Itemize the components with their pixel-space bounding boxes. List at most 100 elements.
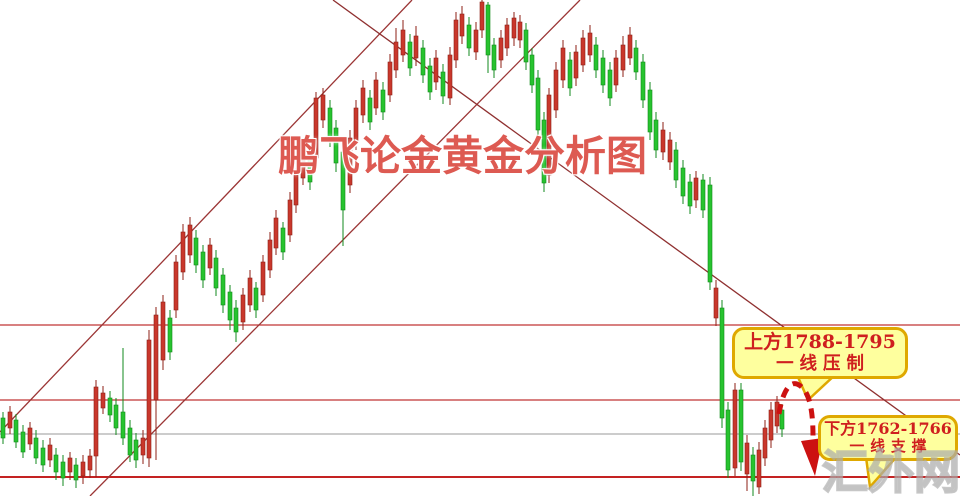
candle-body	[87, 455, 93, 471]
candle-body	[327, 107, 333, 139]
candle-body	[360, 87, 366, 116]
candle-body	[535, 77, 541, 131]
candle-body	[407, 41, 413, 69]
candle-body	[213, 257, 219, 289]
candle-body	[700, 179, 706, 211]
candle-body	[593, 44, 599, 71]
candle-body	[320, 94, 326, 121]
candle-body	[504, 24, 510, 49]
candle-body	[67, 457, 73, 473]
candle-body	[233, 307, 239, 333]
candle-body	[353, 107, 359, 143]
candle-body	[93, 386, 99, 457]
candle-body	[627, 34, 633, 59]
site-watermark: 汇外网	[821, 444, 960, 496]
candle-body	[413, 35, 419, 59]
candle-body	[27, 427, 33, 445]
candle-body	[553, 69, 559, 111]
candle-body	[693, 177, 699, 201]
candle-body	[373, 79, 379, 109]
projection-arrow-head	[801, 438, 823, 476]
candle-body	[180, 231, 186, 273]
resistance-annotation: 上方1788-1795 一线压制	[732, 327, 908, 379]
candle-body	[193, 237, 199, 266]
candle-body	[541, 119, 547, 184]
candle-body	[367, 97, 373, 123]
resistance-line1: 上方1788-1795	[744, 331, 896, 354]
candle-body	[459, 13, 465, 37]
candle-body	[511, 17, 517, 39]
candle-body	[7, 411, 13, 429]
candle-body	[307, 157, 313, 183]
candle-body	[491, 44, 497, 71]
candle-body	[280, 227, 286, 253]
candle-body	[227, 291, 233, 321]
candle-body	[613, 57, 619, 86]
candle-body	[146, 339, 152, 459]
candle-body	[523, 29, 529, 63]
candle-body	[620, 44, 626, 71]
candle-body	[750, 454, 756, 482]
candle-body	[680, 167, 686, 197]
candle-body	[313, 97, 319, 159]
candle-body	[453, 19, 459, 61]
candle-body	[253, 287, 259, 311]
candle-body	[600, 57, 606, 86]
candle-body	[120, 411, 126, 439]
support-line2: 一线支撑	[849, 437, 933, 455]
candle-body	[287, 199, 293, 236]
candle-body	[20, 431, 26, 453]
candle-body	[673, 149, 679, 181]
candle-body	[293, 174, 299, 206]
candle-body	[153, 314, 159, 401]
candle-body	[447, 54, 453, 99]
candle-body	[479, 1, 485, 31]
candle-body	[0, 417, 6, 439]
chart-title-watermark: 鹏飞论金黄金分析图	[278, 132, 647, 180]
candle-body	[640, 61, 646, 101]
candle-body	[546, 94, 552, 176]
candle-body	[473, 29, 479, 53]
trend-line	[0, 0, 413, 433]
candle-body	[207, 244, 213, 269]
candle-body	[200, 251, 206, 281]
candle-body	[33, 437, 39, 459]
candle-body	[529, 54, 535, 86]
candle-body	[433, 57, 439, 83]
candle-body	[713, 287, 719, 319]
candle-body	[756, 449, 762, 488]
candle-body	[393, 41, 399, 71]
candle-body	[127, 427, 133, 456]
candle-body	[247, 277, 253, 306]
candle-body	[267, 239, 273, 271]
support-annotation: 下方1762-1766 一线支撑	[818, 415, 958, 461]
candle-body	[187, 224, 193, 256]
candle-body	[240, 294, 246, 323]
candle-body	[427, 65, 433, 93]
candle-body	[107, 397, 113, 416]
candle-body	[347, 137, 353, 186]
candle-body	[725, 409, 731, 471]
candle-body	[80, 461, 86, 477]
candle-body	[762, 427, 768, 459]
candle-body	[340, 151, 346, 211]
candle-body	[47, 444, 53, 461]
candle-body	[333, 127, 339, 164]
candle-body	[633, 47, 639, 73]
candle-body	[140, 437, 146, 456]
candle-body	[517, 21, 523, 41]
candle-body	[440, 71, 446, 97]
candle-body	[653, 119, 659, 151]
candle-body	[567, 59, 573, 89]
candle-body	[560, 47, 566, 81]
candle-body	[387, 61, 393, 96]
candle-body	[420, 47, 426, 76]
candle-body	[167, 317, 173, 353]
candle-body	[687, 181, 693, 207]
candle-body	[719, 307, 725, 419]
candle-body	[300, 147, 306, 179]
candle-body	[667, 139, 673, 163]
candle-body	[573, 51, 579, 79]
